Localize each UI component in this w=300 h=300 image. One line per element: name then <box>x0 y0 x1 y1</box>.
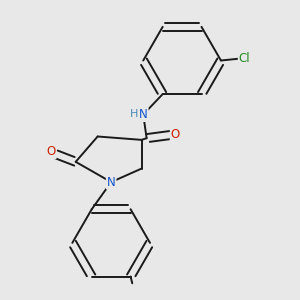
Text: N: N <box>107 176 116 189</box>
Text: N: N <box>139 108 148 121</box>
Text: O: O <box>171 128 180 141</box>
Text: H: H <box>130 109 138 119</box>
Text: O: O <box>46 145 56 158</box>
Text: Cl: Cl <box>239 52 250 65</box>
